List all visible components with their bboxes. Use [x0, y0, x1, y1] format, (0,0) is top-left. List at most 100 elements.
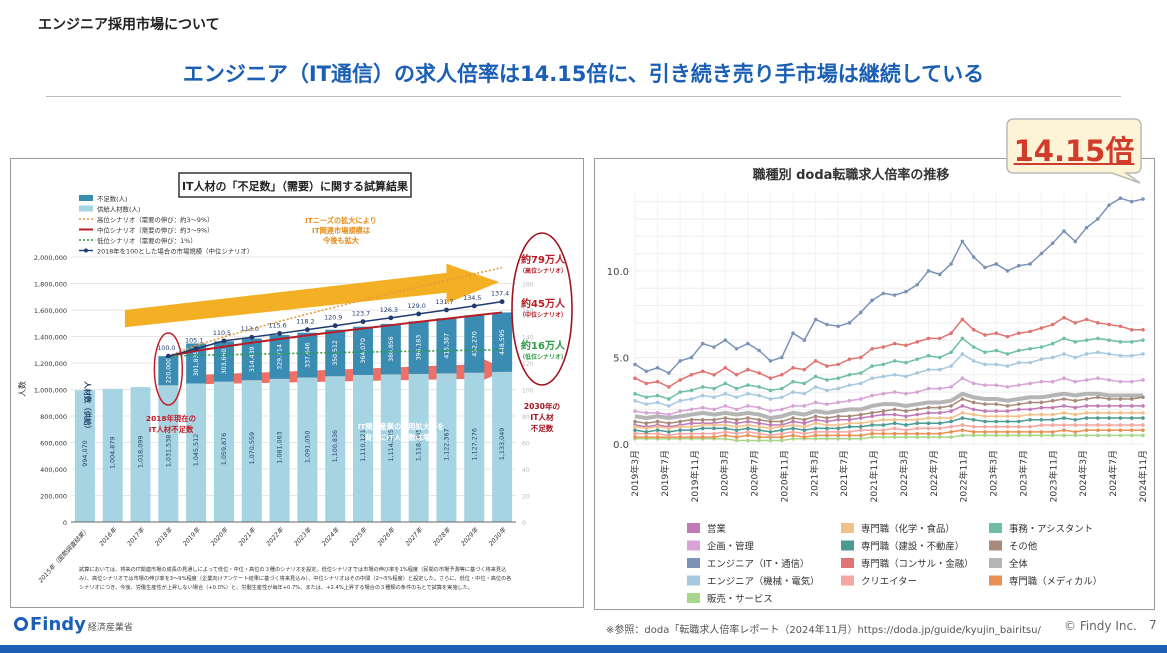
- series-point: [700, 405, 705, 410]
- series-point: [904, 392, 908, 396]
- series-point: [1118, 196, 1123, 200]
- series-point: [779, 428, 784, 432]
- series-point: [644, 411, 649, 415]
- series-point: [915, 412, 920, 417]
- series-point: [655, 366, 660, 370]
- market-size-point: [165, 353, 171, 359]
- market-size-label: 113.0: [241, 325, 259, 333]
- series-point: [971, 359, 976, 363]
- header-divider: [46, 96, 1121, 97]
- series-point: [870, 414, 874, 419]
- series-point: [938, 416, 942, 420]
- series-point: [1084, 317, 1089, 322]
- series-point: [892, 372, 897, 377]
- series-point: [644, 381, 649, 386]
- series-point: [712, 372, 716, 377]
- series-point: [1129, 397, 1134, 401]
- series-point: [847, 417, 852, 422]
- series-point: [757, 431, 761, 436]
- series-point: [892, 359, 897, 363]
- series-point: [667, 404, 671, 408]
- x-tick-label: 2021年3月: [808, 450, 820, 497]
- series-point: [655, 393, 660, 398]
- shortage-bar: [436, 318, 457, 374]
- series-point: [689, 407, 694, 412]
- series-point: [734, 438, 739, 443]
- series-point: [1073, 321, 1078, 325]
- market-size-point: [416, 311, 422, 317]
- shortage-bar: [464, 315, 485, 373]
- series-point: [1141, 395, 1145, 400]
- series-point: [1039, 433, 1044, 438]
- series-point: [949, 435, 953, 439]
- series-point: [1141, 338, 1145, 342]
- x-category-label: 2023年: [292, 525, 313, 547]
- series-point: [1050, 322, 1055, 327]
- series-point: [1118, 353, 1123, 358]
- series-point: [802, 431, 807, 436]
- series-point: [723, 416, 728, 420]
- series-point: [813, 430, 818, 434]
- series-point: [734, 424, 739, 429]
- series-point: [904, 423, 908, 427]
- legend-entry: 販売・サービス: [707, 593, 773, 605]
- supply-value-label: 1,045,512: [192, 434, 200, 467]
- legend-entry: 専門職（建設・不動産）: [861, 541, 964, 553]
- series-point: [779, 395, 784, 400]
- legend-entry: 供給人材数(人): [97, 205, 140, 214]
- market-size-point: [360, 319, 366, 325]
- legend-swatch: [989, 575, 1002, 586]
- series-point: [881, 345, 886, 349]
- series-point: [960, 397, 965, 401]
- series-point: [1141, 411, 1145, 415]
- series-point: [926, 405, 931, 410]
- series-point: [655, 419, 660, 424]
- series-point: [960, 404, 965, 408]
- series-point: [802, 421, 807, 426]
- series-point: [825, 378, 829, 382]
- series-point: [983, 350, 987, 355]
- series-point: [836, 324, 840, 329]
- series-point: [1129, 327, 1134, 332]
- series-point: [689, 428, 694, 432]
- x-tick-label: 2023年11月: [1047, 450, 1059, 502]
- series-point: [1005, 414, 1010, 419]
- ratio-callout: [1006, 118, 1142, 184]
- series-point: [870, 411, 874, 415]
- series-point: [712, 426, 716, 431]
- series-point: [938, 426, 942, 431]
- series-point: [1039, 400, 1044, 405]
- legend-entry: 営業: [707, 523, 726, 535]
- series-point: [734, 428, 739, 432]
- series-point: [1129, 340, 1134, 344]
- series-line: [634, 412, 1143, 430]
- series-point: [881, 409, 886, 413]
- series-point: [1017, 424, 1021, 429]
- market-size-point: [471, 303, 477, 309]
- market-size-label: 115.6: [268, 321, 286, 329]
- series-point: [1107, 322, 1111, 327]
- series-point: [858, 381, 863, 386]
- series-point: [983, 383, 987, 387]
- series-point: [858, 397, 863, 401]
- supply-value-label: 1,127,276: [470, 428, 478, 461]
- series-point: [926, 269, 931, 273]
- x-tick-label: 2024年11月: [1137, 450, 1149, 502]
- series-point: [1039, 417, 1044, 422]
- series-point: [858, 424, 863, 429]
- series-point: [1118, 411, 1123, 415]
- series-point: [994, 331, 999, 336]
- series-point: [1017, 383, 1021, 387]
- logo-mark-icon: [14, 617, 28, 631]
- series-point: [915, 282, 920, 287]
- series-point: [1017, 433, 1021, 438]
- series-point: [813, 426, 818, 431]
- supply-bar: [269, 378, 290, 522]
- series-point: [689, 431, 694, 436]
- index-tick-label: 120: [522, 361, 534, 368]
- chart-footnote: み）、高位シナリオでは市場の伸び率を3〜9%程度（企業向けアンケート結果に基づく…: [79, 574, 512, 582]
- series-point: [904, 428, 908, 432]
- series-point: [1005, 334, 1010, 339]
- series-point: [892, 390, 897, 394]
- series-point: [1050, 341, 1055, 346]
